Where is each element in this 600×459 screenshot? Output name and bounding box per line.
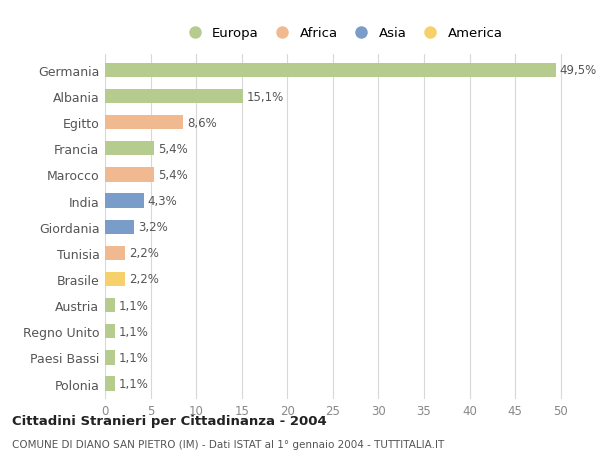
- Bar: [105, 376, 115, 391]
- Text: 8,6%: 8,6%: [187, 117, 217, 129]
- Bar: [105, 116, 184, 130]
- Text: 15,1%: 15,1%: [246, 90, 284, 103]
- Bar: [105, 63, 556, 78]
- Bar: [105, 168, 154, 182]
- Text: Cittadini Stranieri per Cittadinanza - 2004: Cittadini Stranieri per Cittadinanza - 2…: [12, 414, 327, 428]
- Text: 1,1%: 1,1%: [119, 299, 149, 312]
- Text: 2,2%: 2,2%: [128, 247, 158, 260]
- Bar: [105, 220, 134, 235]
- Text: 5,4%: 5,4%: [158, 142, 188, 156]
- Text: 5,4%: 5,4%: [158, 168, 188, 181]
- Text: 1,1%: 1,1%: [119, 325, 149, 338]
- Text: 1,1%: 1,1%: [119, 351, 149, 364]
- Bar: [105, 350, 115, 365]
- Bar: [105, 272, 125, 286]
- Bar: [105, 325, 115, 339]
- Text: 4,3%: 4,3%: [148, 195, 178, 207]
- Text: 3,2%: 3,2%: [138, 221, 167, 234]
- Text: 1,1%: 1,1%: [119, 377, 149, 390]
- Bar: [105, 298, 115, 313]
- Bar: [105, 246, 125, 260]
- Bar: [105, 194, 144, 208]
- Text: COMUNE DI DIANO SAN PIETRO (IM) - Dati ISTAT al 1° gennaio 2004 - TUTTITALIA.IT: COMUNE DI DIANO SAN PIETRO (IM) - Dati I…: [12, 440, 444, 449]
- Text: 2,2%: 2,2%: [128, 273, 158, 286]
- Text: 49,5%: 49,5%: [560, 64, 597, 77]
- Bar: [105, 90, 242, 104]
- Legend: Europa, Africa, Asia, America: Europa, Africa, Asia, America: [182, 27, 502, 40]
- Bar: [105, 142, 154, 156]
